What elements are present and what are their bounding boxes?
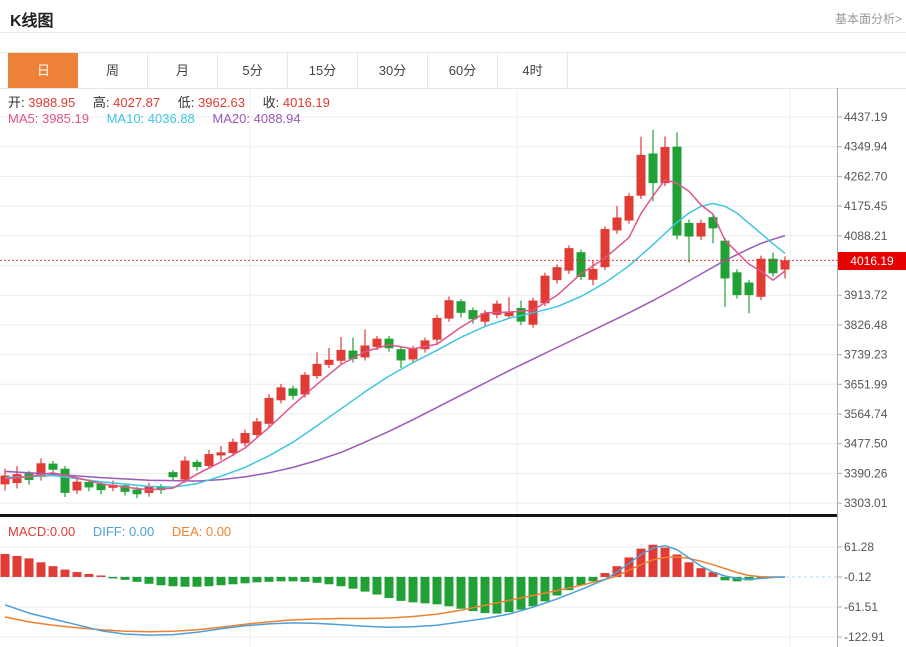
ma20-value: 4088.94 bbox=[253, 111, 301, 126]
period-tabbar: 日 周 月 5分 15分 30分 60分 4时 bbox=[0, 52, 906, 89]
low-value: 3962.63 bbox=[198, 95, 245, 110]
svg-text:-122.91: -122.91 bbox=[844, 630, 885, 644]
svg-text:3651.99: 3651.99 bbox=[844, 377, 888, 391]
svg-text:3303.01: 3303.01 bbox=[844, 496, 888, 510]
panel-divider bbox=[0, 514, 837, 517]
high-label: 高: bbox=[92, 95, 110, 110]
ohlc-legend: 开: 3988.95 高: 4027.87 低: 3962.63 收: 4016… bbox=[8, 92, 344, 111]
tab-60min[interactable]: 60分 bbox=[428, 53, 498, 88]
svg-text:3913.72: 3913.72 bbox=[844, 288, 888, 302]
macd-gridlines bbox=[0, 546, 837, 638]
svg-text:-0.12: -0.12 bbox=[844, 570, 872, 584]
close-value: 4016.19 bbox=[282, 95, 330, 110]
tab-month[interactable]: 月 bbox=[148, 53, 218, 88]
ma-legend: MA5: 3985.19 MA10: 4036.88 MA20: 4088.94 bbox=[8, 111, 315, 126]
tab-30min[interactable]: 30分 bbox=[358, 53, 428, 88]
open-label: 开: bbox=[8, 95, 25, 110]
page-header: K线图 基本面分析> bbox=[0, 0, 906, 33]
diff-value: 0.00 bbox=[128, 524, 155, 539]
close-label: 收: bbox=[262, 95, 280, 110]
dea-label: DEA: bbox=[171, 524, 203, 539]
svg-text:4349.94: 4349.94 bbox=[844, 140, 888, 154]
svg-text:61.28: 61.28 bbox=[844, 540, 874, 554]
open-value: 3988.95 bbox=[28, 95, 76, 110]
tab-day[interactable]: 日 bbox=[8, 53, 79, 88]
macd-value: 0.00 bbox=[49, 524, 76, 539]
ma20-label: MA20: bbox=[212, 111, 250, 126]
ma5-line bbox=[4, 178, 786, 491]
vertical-gridlines bbox=[249, 90, 791, 647]
high-value: 4027.87 bbox=[113, 95, 161, 110]
ma10-value: 4036.88 bbox=[147, 111, 195, 126]
svg-text:3564.74: 3564.74 bbox=[844, 407, 888, 421]
macd-histogram bbox=[0, 544, 778, 614]
svg-text:3739.23: 3739.23 bbox=[844, 348, 888, 362]
tab-15min[interactable]: 15分 bbox=[288, 53, 358, 88]
svg-text:4088.21: 4088.21 bbox=[844, 229, 888, 243]
diff-line bbox=[4, 544, 786, 636]
main-gridlines bbox=[0, 116, 837, 504]
svg-text:4262.70: 4262.70 bbox=[844, 169, 888, 183]
tab-5min[interactable]: 5分 bbox=[218, 53, 288, 88]
macd-axis-labels: 61.28 -0.12 -61.51 -122.91 bbox=[837, 540, 885, 644]
low-label: 低: bbox=[177, 95, 195, 110]
svg-text:3826.48: 3826.48 bbox=[844, 318, 888, 332]
ma5-value: 3985.19 bbox=[41, 111, 89, 126]
ma5-label: MA5: bbox=[8, 111, 39, 126]
dea-value: 0.00 bbox=[205, 524, 232, 539]
ma20-line bbox=[4, 234, 786, 482]
diff-label: DIFF: bbox=[92, 524, 126, 539]
dea-line bbox=[4, 556, 785, 633]
svg-text:4175.45: 4175.45 bbox=[844, 199, 888, 213]
svg-text:-61.51: -61.51 bbox=[844, 600, 878, 614]
page-title: K线图 bbox=[10, 13, 54, 30]
svg-text:4437.19: 4437.19 bbox=[844, 110, 888, 124]
tab-week[interactable]: 周 bbox=[78, 53, 148, 88]
current-price-badge: 4016.19 bbox=[838, 252, 906, 270]
svg-text:3390.26: 3390.26 bbox=[844, 466, 888, 480]
ma10-label: MA10: bbox=[106, 111, 145, 126]
ma10-line bbox=[4, 202, 786, 488]
fundamental-analysis-link[interactable]: 基本面分析> bbox=[834, 12, 902, 26]
candles bbox=[0, 129, 790, 499]
macd-legend: MACD:0.00 DIFF: 0.00 DEA: 0.00 bbox=[8, 524, 231, 539]
tab-4hour[interactable]: 4时 bbox=[498, 53, 568, 88]
main-axis-labels: 4437.194349.944262.704175.454088.214000.… bbox=[837, 110, 888, 510]
svg-text:3477.50: 3477.50 bbox=[844, 437, 888, 451]
macd-label: MACD: bbox=[8, 524, 50, 539]
